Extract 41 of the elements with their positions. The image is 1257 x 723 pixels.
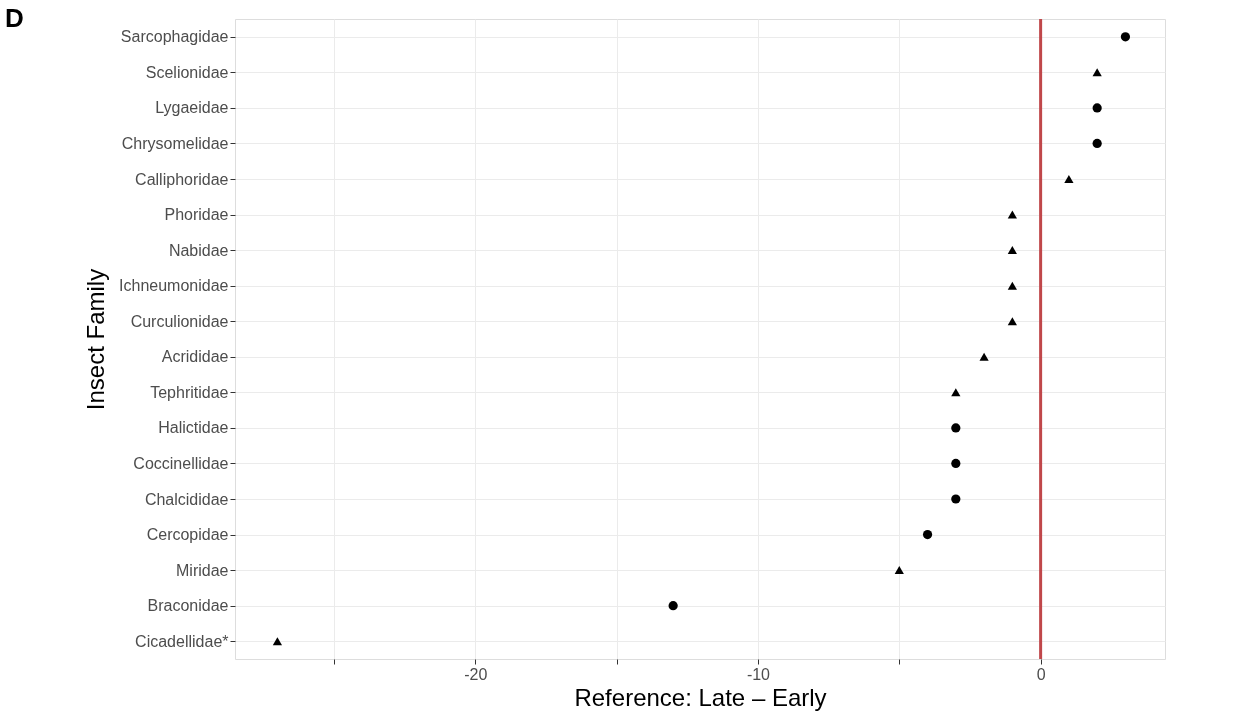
point (1092, 103, 1102, 113)
y-tick-label: Lygaeidae (155, 99, 229, 117)
x-tick-label: 0 (1036, 665, 1046, 683)
point (894, 566, 904, 575)
point (1092, 138, 1102, 149)
point (951, 458, 961, 469)
y-tick-label: Braconidae (147, 597, 229, 615)
y-tick-label: Chrysomelidae (121, 134, 229, 152)
point (922, 529, 933, 540)
y-tick-label: Miridae (176, 561, 229, 579)
y-tick-label: Scelionidae (145, 63, 229, 81)
point (1007, 281, 1017, 290)
point (1092, 68, 1102, 77)
point (1064, 175, 1074, 183)
point (272, 637, 283, 646)
point (668, 601, 678, 611)
y-tick-label: Phoridae (164, 206, 229, 224)
y-tick-label: Tephritidae (150, 383, 229, 401)
y-tick-label: Halictidae (158, 419, 229, 437)
y-tick-label: Cercopidae (146, 526, 229, 544)
point (1007, 246, 1017, 255)
y-tick-label: Acrididae (161, 348, 229, 366)
y-tick-label: Curculionidae (130, 312, 229, 330)
y-tick-label: Cicadellidae* (135, 632, 229, 650)
y-axis-title: Insect Family (82, 268, 110, 411)
point (1120, 32, 1131, 42)
point (951, 494, 961, 504)
x-tick-label: -10 (746, 665, 771, 683)
x-axis-title: Reference: Late – Early (574, 683, 827, 711)
y-tick-label: Ichneumonidae (119, 277, 229, 295)
point (1007, 210, 1017, 219)
point (979, 352, 989, 361)
y-tick-label: Nabidae (168, 241, 229, 259)
y-tick-label: Coccinellidae (133, 454, 229, 472)
point (1007, 317, 1017, 326)
y-tick-label: Sarcophagidae (120, 28, 229, 46)
text: D (5, 2, 24, 33)
point (951, 423, 961, 433)
y-tick-label: Chalcididae (144, 490, 229, 508)
y-tick-label: Calliphoridae (135, 170, 229, 188)
x-tick-label: -20 (464, 665, 488, 683)
